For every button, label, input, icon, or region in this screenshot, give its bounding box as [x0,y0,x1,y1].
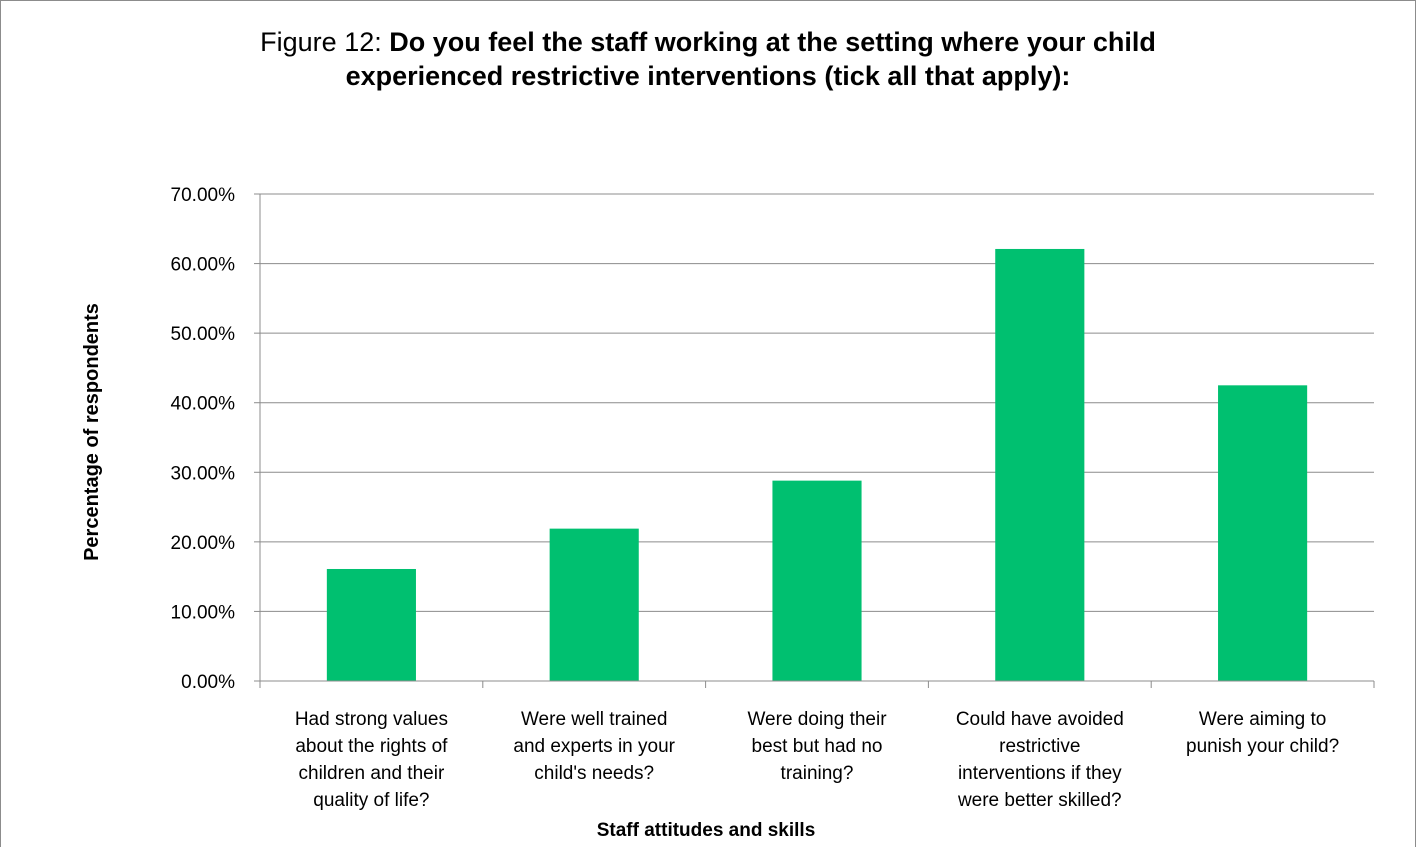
bar-1 [326,568,416,681]
bar-3 [772,480,862,681]
y-tick-label: 30.00% [171,463,236,484]
y-tick-label: 0.00% [181,672,235,693]
chart-title-prefix: Figure 12: [260,27,390,57]
axes [254,193,1375,688]
chart-title-text-2: experienced restrictive interventions (t… [345,61,1071,91]
chart-title: Figure 12: Do you feel the staff working… [0,25,1416,93]
y-tick-label: 40.00% [171,394,236,415]
x-category-label: Were aiming to punish your child? [1186,709,1339,757]
x-category-label: Were well trained and experts in your chil… [513,709,675,784]
chart-title-text-1: Do you feel the staff working at the set… [389,27,1156,57]
axis-labels: 0.00% 10.00% 20.00% 30.00% 40.00% 50.00% 60.00… [171,185,1340,811]
bars [326,248,1308,681]
y-tick-label: 50.00% [171,324,236,345]
y-tick-label: 10.00% [171,602,236,623]
chart-title-line-1: Figure 12: Do you feel the staff working… [0,25,1416,59]
bar-5 [1218,385,1308,681]
bar-4 [995,248,1085,681]
y-tick-label: 60.00% [171,255,236,276]
y-tick-label: 70.00% [171,185,236,206]
x-category-label: Had strong values about the rights of chil… [295,709,448,811]
y-axis-title: Percentage of respondents [81,303,103,561]
chart-title-line-2: experienced restrictive interventions (t… [0,59,1416,93]
x-category-label: Were doing their best but had no training? [747,709,887,784]
bar-2 [549,528,639,681]
y-tick-label: 20.00% [171,533,236,554]
x-axis-title: Staff attitudes and skills [597,820,816,841]
x-category-label: Could have avoided restrictive interventio… [956,709,1124,811]
